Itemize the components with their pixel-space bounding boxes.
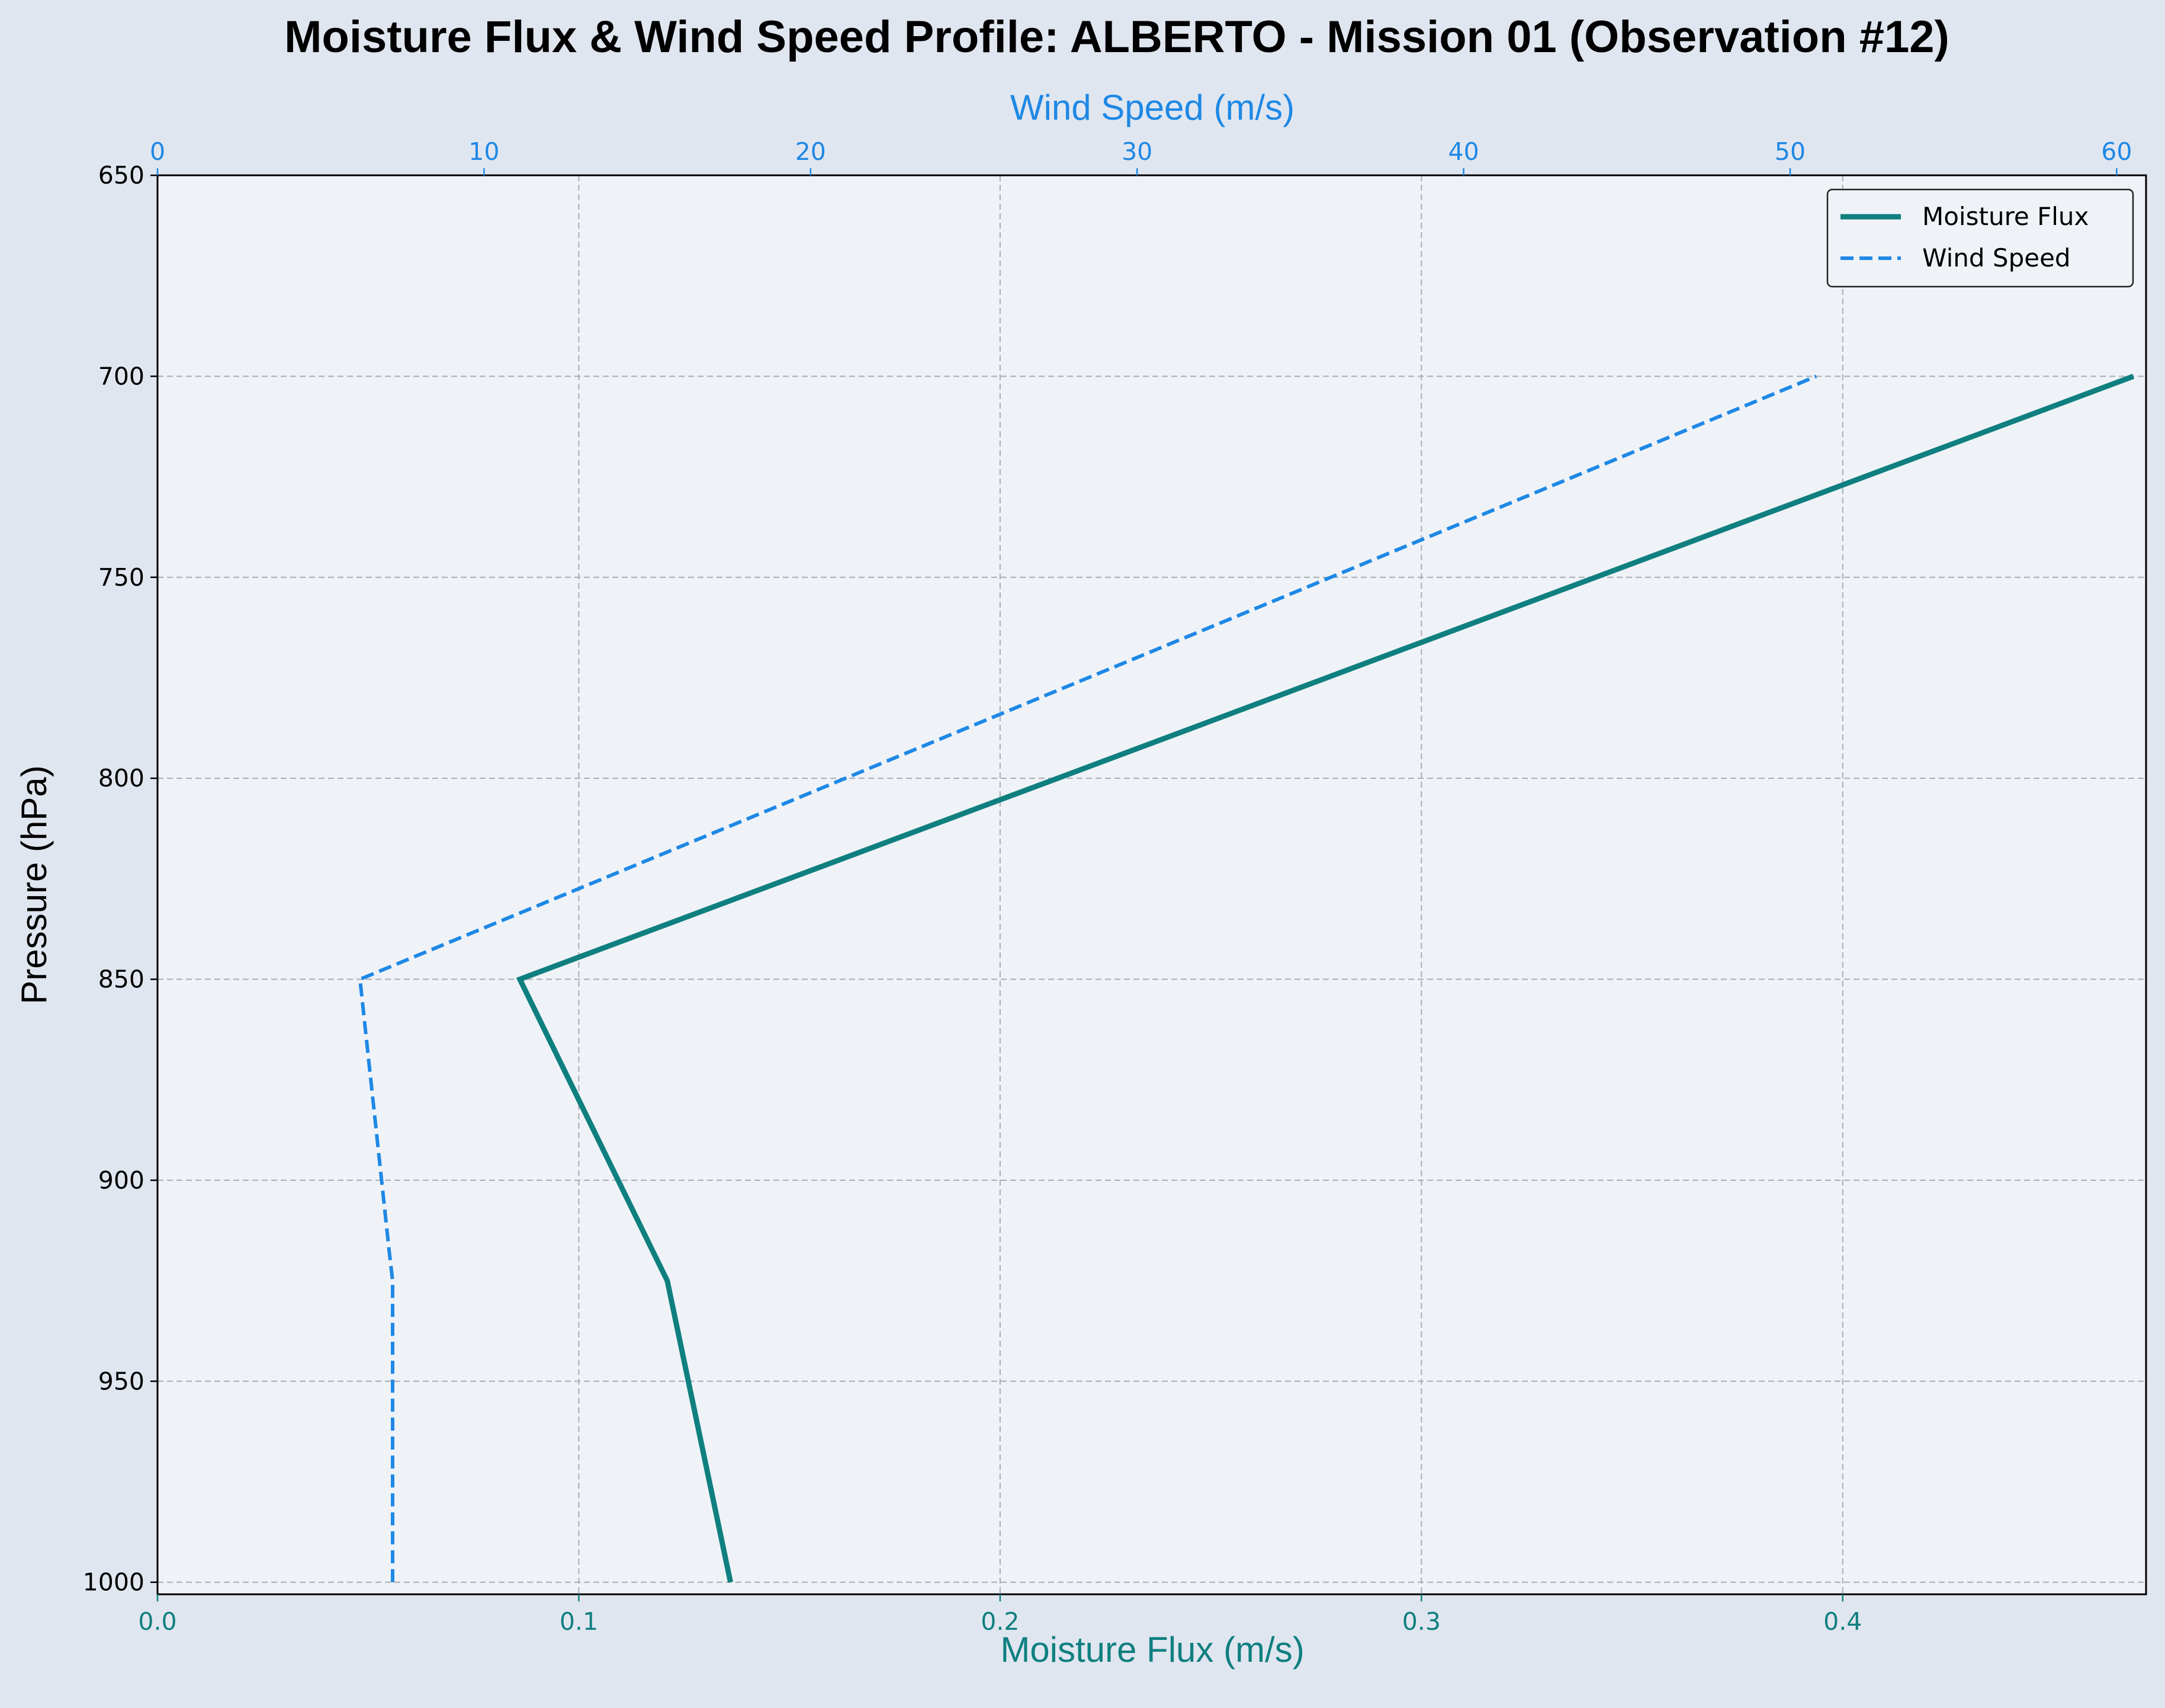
plot-area [158, 175, 2146, 1594]
series-layer [358, 374, 2135, 1583]
y-tick-label: 750 [98, 563, 144, 592]
x-axis-title-top: Wind Speed (m/s) [1010, 88, 1294, 127]
x-tick-label-top: 60 [2101, 137, 2132, 166]
y-tick-label: 700 [98, 362, 144, 390]
series-line-moisture-flux [516, 374, 2135, 1583]
y-axis-title: Pressure (hPa) [14, 765, 54, 1004]
x-axis-title-bottom: Moisture Flux (m/s) [1000, 1630, 1304, 1670]
legend: Moisture Flux Wind Speed [1826, 188, 2134, 288]
x-tick-label-bottom: 0.0 [138, 1607, 176, 1636]
x-tick-label-top: 0 [150, 137, 165, 166]
x-tick-label-top: 50 [1775, 137, 1806, 166]
y-tick-label: 850 [98, 965, 144, 994]
plot-frame [156, 174, 2147, 1595]
legend-label-moisture-flux: Moisture Flux [1922, 202, 2089, 231]
y-tick-label: 800 [98, 764, 144, 792]
x-tick-label-top: 40 [1448, 137, 1479, 166]
y-tick-label: 650 [98, 161, 144, 190]
chart-title: Moisture Flux & Wind Speed Profile: ALBE… [284, 12, 1949, 62]
y-tick-label: 900 [98, 1166, 144, 1195]
ticks: 650 700 750 800 850 900 950 1000 0.0 0.1 0.2 0.3 0.4… [83, 137, 2132, 1636]
legend-box [1826, 188, 2134, 288]
x-tick-label-bottom: 0.4 [1823, 1607, 1862, 1636]
x-tick-label-bottom: 0.1 [560, 1607, 598, 1636]
x-tick-label-top: 10 [468, 137, 499, 166]
legend-label-wind-speed: Wind Speed [1922, 243, 2071, 272]
x-tick-label-bottom: 0.2 [981, 1607, 1019, 1636]
y-tick-label: 950 [98, 1367, 144, 1395]
x-tick-label-top: 20 [795, 137, 826, 166]
x-tick-label-top: 30 [1122, 137, 1152, 166]
series-line-wind-speed [358, 374, 1817, 1582]
y-tick-label: 1000 [83, 1568, 144, 1597]
x-tick-label-bottom: 0.3 [1402, 1607, 1441, 1636]
